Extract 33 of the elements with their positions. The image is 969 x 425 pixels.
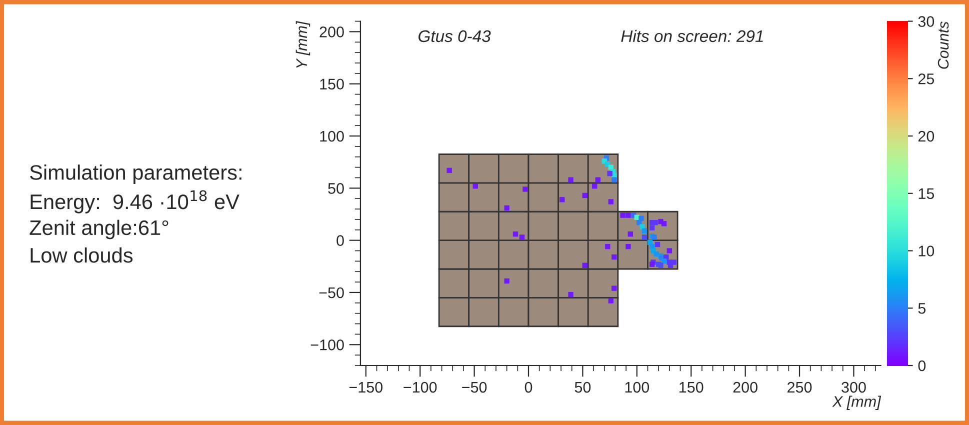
x-axis-title: X [mm] xyxy=(832,396,882,410)
color-bar-label: 20 xyxy=(918,130,934,142)
annotation: Gtus 0-43 xyxy=(418,30,491,42)
text: Low clouds xyxy=(30,247,133,263)
x-tick-label: −50 xyxy=(462,382,487,393)
x-tick-label: 300 xyxy=(842,382,866,393)
y-tick-label: 50 xyxy=(328,183,344,194)
color-bar-label: 15 xyxy=(918,188,934,200)
text: Zenit angle:61° xyxy=(30,220,168,240)
x-tick-label: 200 xyxy=(733,382,758,393)
text: Simulation parameters: xyxy=(30,164,242,184)
color-bar-label: 10 xyxy=(918,246,934,256)
y-tick-label: 0 xyxy=(336,235,344,246)
x-tick-label: 100 xyxy=(625,382,650,393)
color-bar-label: 5 xyxy=(918,303,926,314)
x-tick-label: −100 xyxy=(404,382,437,393)
y-tick-label: −100 xyxy=(310,340,344,350)
text: Energy: 9.46 ·10$^{18}$ eV xyxy=(30,190,240,214)
y-tick-label: −50 xyxy=(319,287,344,298)
color-bar-label: 25 xyxy=(918,73,934,84)
y-tick-label: 100 xyxy=(320,130,344,142)
x-tick-label: 0 xyxy=(524,382,532,393)
y-axis-title: Y [mm] xyxy=(296,20,310,68)
x-tick-label: 250 xyxy=(788,382,812,393)
color-bar-label: 0 xyxy=(918,360,926,372)
color-bar-label: 30 xyxy=(918,16,934,27)
x-tick-label: 150 xyxy=(680,382,704,393)
y-tick-label: 150 xyxy=(320,78,344,90)
annotation: Hits on screen: 291 xyxy=(621,30,763,42)
y-tick-label: 200 xyxy=(320,26,344,38)
color-bar-title: Counts xyxy=(938,22,949,69)
x-tick-label: −150 xyxy=(349,382,382,393)
x-tick-label: 50 xyxy=(574,382,591,393)
